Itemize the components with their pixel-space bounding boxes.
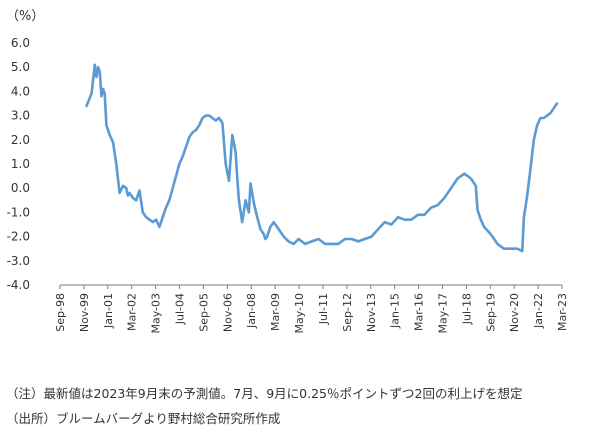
x-tick-label: Mar-23 — [556, 293, 569, 331]
y-tick-label: 4.0 — [11, 84, 30, 98]
y-tick-label: 3.0 — [11, 109, 30, 123]
line-chart: （%） 6.0 5.0 4.0 3.0 2.0 1.0 0.0 -1.0 -2.0 -3.0 -4.… — [6, 9, 569, 334]
footnote-assumption: （注）最新値は2023年9月末の予測値。7月、9月に0.25％ポイントずつ2回の… — [6, 386, 523, 401]
x-tick-label: May-03 — [150, 293, 163, 334]
x-tick-label: Mar-09 — [269, 293, 282, 331]
y-tick-label: -2.0 — [7, 230, 30, 244]
y-tick-label: 1.0 — [11, 157, 30, 171]
footnote-source: （出所）ブルームバーグより野村総合研究所作成 — [6, 411, 281, 426]
x-tick-label: Sep-12 — [341, 293, 354, 332]
x-tick-label: Nov-13 — [365, 293, 378, 332]
x-tick-label: Sep-98 — [54, 293, 67, 332]
x-tick-label: Mar-16 — [413, 293, 426, 331]
x-tick-label: Jul-04 — [174, 293, 187, 325]
x-tick-label: Jan-08 — [245, 293, 258, 329]
x-tick-label: Jul-11 — [317, 293, 330, 325]
series-line — [85, 63, 559, 253]
x-tick-label: Sep-19 — [484, 293, 497, 332]
x-tick-label: May-17 — [436, 293, 449, 334]
x-tick-label: Mar-02 — [126, 293, 139, 331]
y-axis-unit-label: （%） — [6, 9, 44, 24]
x-axis-tick-marks — [59, 285, 563, 289]
y-tick-label: -1.0 — [7, 205, 30, 219]
y-tick-label: 0.0 — [11, 181, 30, 195]
x-tick-label: Jan-15 — [389, 293, 402, 329]
x-tick-label: Nov-06 — [221, 293, 234, 332]
y-tick-label: -3.0 — [7, 254, 30, 268]
x-tick-label: Jul-18 — [460, 293, 473, 325]
x-tick-label: Sep-05 — [197, 293, 210, 332]
x-tick-label: Nov-20 — [508, 293, 521, 332]
y-tick-label: -4.0 — [7, 278, 30, 292]
x-tick-label: Nov-99 — [78, 293, 91, 332]
x-axis-tick-labels: Sep-98 Nov-99 Jan-01 Mar-02 May-03 Jul-04 Sep-… — [54, 293, 569, 334]
x-tick-label: Jan-01 — [102, 293, 115, 329]
y-tick-label: 5.0 — [11, 60, 30, 74]
x-tick-label: Jan-22 — [532, 293, 545, 329]
y-tick-label: 2.0 — [11, 133, 30, 147]
y-axis-ticks: 6.0 5.0 4.0 3.0 2.0 1.0 0.0 -1.0 -2.0 -3.0 -4.0 — [7, 36, 30, 292]
x-tick-label: May-10 — [293, 293, 306, 334]
y-tick-label: 6.0 — [11, 36, 30, 50]
